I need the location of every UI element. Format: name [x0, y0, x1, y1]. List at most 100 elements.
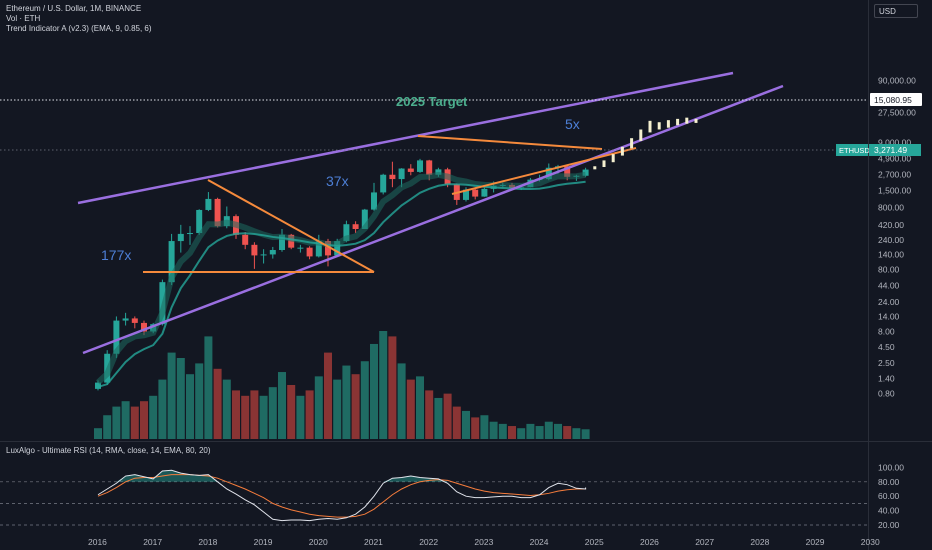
year-tick-label: 2025: [585, 537, 604, 547]
volume-bar: [554, 423, 562, 439]
volume-bar: [204, 336, 213, 439]
volume-bar: [167, 352, 176, 439]
candle-body: [315, 241, 322, 257]
candle-body: [352, 224, 359, 230]
volume-bar: [278, 372, 286, 439]
year-tick-label: 2029: [806, 537, 825, 547]
rsi-overbought-fill: [98, 470, 586, 482]
triangle-line: [417, 135, 603, 150]
volume-bar: [517, 428, 526, 439]
target-price-value: 15,080.95: [874, 95, 912, 105]
candle-body: [306, 247, 313, 257]
candle-body: [168, 241, 175, 283]
volume-bar: [388, 336, 397, 439]
year-tick-label: 2030: [861, 537, 880, 547]
rsi-tick-label: 100.00: [878, 462, 904, 472]
projection-candle: [657, 122, 661, 130]
price-tick-label: 2.50: [878, 358, 895, 368]
volume-bar: [130, 406, 139, 439]
volume-bar: [425, 390, 434, 439]
volume-bar: [480, 415, 489, 439]
year-tick-label: 2018: [198, 537, 217, 547]
volume-bar: [94, 428, 102, 439]
price-tick-label: 14.00: [878, 311, 900, 321]
candle-body: [463, 189, 469, 200]
projection-candle: [685, 117, 689, 124]
volume-bar: [296, 395, 305, 439]
multiplier-5x: 5x: [565, 116, 580, 132]
year-tick-label: 2019: [254, 537, 273, 547]
candle-body: [196, 209, 203, 234]
triangle-line: [451, 147, 637, 195]
price-tick-label: 4.50: [878, 342, 895, 352]
projection-candle: [611, 154, 615, 163]
volume-bar: [195, 363, 204, 439]
symbol-tag-label: ETHUSD: [839, 146, 870, 155]
candle-body: [177, 233, 184, 242]
volume-bar: [121, 401, 130, 439]
symbol-tag: [836, 144, 868, 156]
volume-bar: [379, 331, 388, 439]
triangle-line: [207, 179, 375, 273]
candle-body: [131, 318, 138, 323]
currency-selector[interactable]: USD: [874, 4, 918, 18]
volume-bar: [489, 421, 498, 439]
volume-bar: [406, 379, 415, 439]
price-tick-label: 2,700.00: [878, 170, 911, 180]
trend-indicator: [95, 171, 587, 388]
last-price-value: 3,271.49: [874, 145, 907, 155]
year-tick-label: 2023: [474, 537, 493, 547]
volume-bar: [443, 393, 452, 439]
rsi-axis: 100.00 80.00 60.00 40.00 20.00: [878, 462, 904, 530]
last-price-tag: [869, 144, 921, 156]
year-tick-label: 2022: [419, 537, 438, 547]
projection-candle: [648, 120, 652, 133]
volume-bar: [416, 376, 424, 439]
volume-bar: [462, 410, 470, 439]
volume-bar: [222, 379, 231, 439]
volume-bar: [397, 363, 406, 439]
candle-body: [361, 209, 368, 230]
price-tick-label: 27,500.00: [878, 107, 916, 117]
candle-body: [380, 174, 387, 193]
volume-bar: [149, 395, 158, 439]
projection-candle: [620, 146, 624, 156]
price-tick-label: 0.80: [878, 389, 895, 399]
candle-body: [343, 224, 350, 242]
time-axis: 2016 2017 2018 2019 2020 2021 2022 2023 2024 2025…: [88, 537, 880, 547]
volume-bar: [158, 379, 167, 439]
volume-bar: [563, 426, 572, 439]
projection-candle: [630, 138, 634, 149]
volume-bar: [370, 343, 378, 439]
volume-bar: [342, 365, 351, 439]
price-tick-label: 140.00: [878, 249, 904, 259]
candle-body: [141, 322, 147, 332]
candle-body: [242, 234, 249, 245]
volume-bar: [572, 428, 581, 439]
price-tick-label: 1,500.00: [878, 186, 911, 196]
price-tick-label: 8.00: [878, 327, 895, 337]
volume-bar: [287, 385, 296, 439]
multiplier-177x: 177x: [101, 247, 131, 263]
volume-bar: [351, 374, 360, 439]
candle-body: [95, 382, 101, 389]
candle-body: [371, 192, 377, 210]
channel-upper-line: [77, 71, 734, 205]
volume-bar: [434, 397, 443, 439]
projection-candle: [666, 120, 670, 128]
volume-bar: [259, 395, 268, 439]
volume-bar: [498, 423, 507, 439]
volume-bar: [471, 417, 480, 439]
rsi-signal-line: [97, 474, 587, 518]
candle-body: [113, 320, 120, 354]
volume-bar: [241, 395, 250, 439]
price-tick-label: 800.00: [878, 203, 904, 213]
candle-body: [472, 189, 479, 197]
target-price-tag: [870, 93, 922, 106]
year-tick-label: 2016: [88, 537, 107, 547]
candle-body: [389, 174, 396, 180]
volume-bar: [544, 421, 553, 439]
price-tick-label: 44.00: [878, 281, 900, 291]
candle-body: [481, 188, 488, 197]
